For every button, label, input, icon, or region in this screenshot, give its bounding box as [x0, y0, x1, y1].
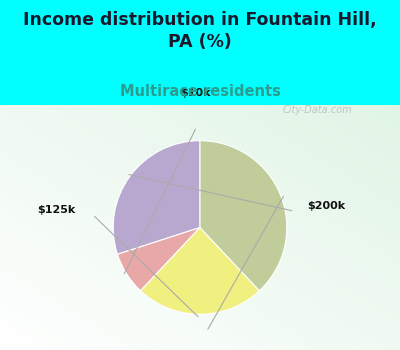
- Text: $125k: $125k: [38, 205, 76, 215]
- Text: $10k: $10k: [180, 88, 211, 98]
- Text: City-Data.com: City-Data.com: [282, 105, 352, 115]
- Wedge shape: [200, 141, 287, 291]
- Wedge shape: [118, 228, 200, 291]
- Text: $200k: $200k: [307, 201, 345, 211]
- Wedge shape: [113, 141, 200, 254]
- Text: Income distribution in Fountain Hill,
PA (%): Income distribution in Fountain Hill, PA…: [23, 10, 377, 51]
- Wedge shape: [140, 228, 260, 314]
- Text: Multirace residents: Multirace residents: [120, 84, 280, 99]
